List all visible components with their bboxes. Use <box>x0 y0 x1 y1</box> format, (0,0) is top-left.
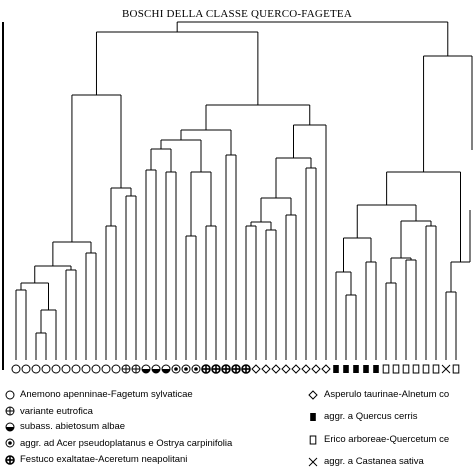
legend-left-3: subass. abietosum albae <box>20 421 125 432</box>
circle-open-icon <box>81 364 91 374</box>
legend-right-2-label: aggr. a Quercus cerris <box>324 411 418 422</box>
diamond-open-icon <box>261 364 271 374</box>
legend-left-5: Festuco exaltatae-Aceretum neapolitani <box>20 454 187 465</box>
legend-left-3-label: subass. abietosum albae <box>20 421 126 432</box>
legend-left-1-label: Anemono apenninae-Fagetum sylvaticae <box>20 389 193 400</box>
circle-plus-bold-icon <box>241 364 251 374</box>
figure-title: BOSCHI DELLA CLASSE QUERCO-FAGETEA <box>122 8 352 20</box>
circle-open-icon <box>41 364 51 374</box>
diamond-open-icon <box>321 364 331 374</box>
circle-open-icon <box>61 364 71 374</box>
square-filled-icon <box>353 365 359 373</box>
legend-right-1: Asperulo taurinae-Alnetum co <box>324 389 449 400</box>
square-open-icon <box>402 364 410 374</box>
circle-plus-bold-icon <box>211 364 221 374</box>
diamond-open-icon <box>308 390 318 400</box>
circle-dot-icon <box>5 438 15 448</box>
diamond-open-icon <box>301 364 311 374</box>
circle-half-icon <box>5 422 15 432</box>
square-open-icon <box>422 364 430 374</box>
circle-half-icon <box>141 364 151 374</box>
square-filled-icon <box>333 365 339 373</box>
circle-dot-icon <box>191 364 201 374</box>
square-open-icon <box>452 364 460 374</box>
circle-cross-icon <box>131 364 141 374</box>
diamond-open-icon <box>311 364 321 374</box>
square-filled-icon <box>310 413 316 421</box>
square-filled-icon <box>363 365 369 373</box>
x-mark-icon <box>308 457 318 467</box>
circle-half-icon <box>161 364 171 374</box>
circle-cross-icon <box>121 364 131 374</box>
circle-open-icon <box>5 390 15 400</box>
circle-plus-bold-icon <box>201 364 211 374</box>
circle-plus-bold-icon <box>221 364 231 374</box>
circle-dot-icon <box>181 364 191 374</box>
circle-cross-icon <box>5 406 15 416</box>
circle-open-icon <box>71 364 81 374</box>
circle-dot-icon <box>171 364 181 374</box>
legend-symbols <box>5 390 318 467</box>
x-mark-icon <box>441 364 451 374</box>
circle-open-icon <box>91 364 101 374</box>
diamond-open-icon <box>251 364 261 374</box>
legend-left-4-label: aggr. ad Acer pseudoplatanus e Ostrya ca… <box>20 438 233 449</box>
diamond-open-icon <box>291 364 301 374</box>
legend-right-2: aggr. a Quercus cerris <box>324 411 417 422</box>
circle-open-icon <box>11 364 21 374</box>
circle-plus-bold-icon <box>231 364 241 374</box>
diamond-open-icon <box>281 364 291 374</box>
square-open-icon <box>392 364 400 374</box>
square-filled-icon <box>343 365 349 373</box>
circle-open-icon <box>31 364 41 374</box>
circle-open-icon <box>111 364 121 374</box>
legend-left-2: variante eutrofica <box>20 406 93 417</box>
square-open-icon <box>382 364 390 374</box>
circle-half-icon <box>151 364 161 374</box>
legend-right-4-label: aggr. a Castanea sativa <box>324 456 424 467</box>
legend-right-3-label: Erico arboreae-Quercetum ce <box>324 434 450 445</box>
leaf-symbols <box>11 364 460 374</box>
legend-left-2-label: variante eutrofica <box>20 406 93 417</box>
legend-right-3: Erico arboreae-Quercetum ce <box>324 434 449 445</box>
circle-open-icon <box>21 364 31 374</box>
legend-left-4: aggr. ad Acer pseudoplatanus e Ostrya ca… <box>20 438 232 449</box>
legend-right-4: aggr. a Castanea sativa <box>324 456 424 467</box>
square-open-icon <box>309 435 317 445</box>
legend-right-1-label: Asperulo taurinae-Alnetum co <box>324 389 450 400</box>
dendrogram-branches <box>15 21 473 360</box>
square-open-icon <box>432 364 440 374</box>
circle-plus-bold-icon <box>5 455 15 465</box>
square-filled-icon <box>373 365 379 373</box>
circle-open-icon <box>51 364 61 374</box>
legend-left-5-label: Festuco exaltatae-Aceretum neapolitani <box>20 454 188 465</box>
legend-left-1: Anemono apenninae-Fagetum sylvaticae <box>20 389 193 400</box>
circle-open-icon <box>101 364 111 374</box>
diamond-open-icon <box>271 364 281 374</box>
square-open-icon <box>412 364 420 374</box>
